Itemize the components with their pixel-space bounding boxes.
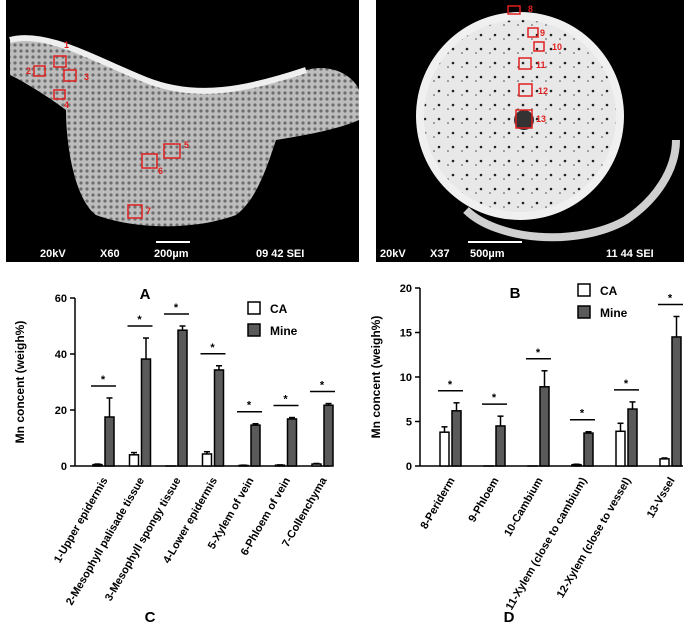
significance-star: *: [320, 380, 325, 392]
scale-bar: [468, 241, 522, 243]
significance-star: *: [174, 302, 179, 314]
bar: [323, 404, 334, 467]
roi-label: 13: [536, 114, 547, 124]
category-label: 10-Cambium: [502, 475, 546, 538]
y-tick-label: 0: [61, 461, 67, 473]
category-label: 13-Vssel: [645, 476, 678, 521]
periderm-curl: [463, 139, 680, 242]
significance-star: *: [536, 347, 541, 359]
sem-id: 11 44 SEI: [606, 248, 654, 260]
roi-label: 2: [26, 66, 32, 76]
roi-label: 11: [536, 60, 546, 70]
leaf-section-micrograph: [9, 35, 359, 227]
bar: [671, 336, 682, 467]
legend-label: Mine: [270, 324, 298, 338]
bar: [451, 410, 462, 467]
pith-center: [514, 110, 534, 130]
bar: [104, 416, 115, 467]
bar: [128, 454, 140, 467]
y-tick-label: 5: [406, 417, 412, 429]
y-tick-label: 15: [400, 328, 412, 340]
bar: [311, 463, 322, 467]
significance-star: *: [247, 400, 252, 412]
upper-epidermis-edge: [9, 35, 307, 94]
y-tick-label: 0: [406, 461, 412, 473]
panel-letter: A: [140, 286, 151, 303]
bar: [92, 463, 103, 467]
sem-voltage: 20kV: [40, 248, 66, 260]
category-label: 9-Phloem: [466, 475, 501, 524]
leaf-tissue-shape: [10, 38, 359, 227]
bar: [495, 425, 506, 467]
panel-letter: D: [504, 609, 515, 626]
sem-scale-label: 500µm: [470, 248, 505, 260]
category-label: 12-Xylem (close to vessel): [555, 475, 634, 600]
significance-star: *: [210, 342, 215, 354]
stem-section-micrograph: [416, 5, 680, 242]
significance-star: *: [580, 408, 585, 420]
y-axis-label: Mn concent (weigh%): [13, 321, 27, 444]
bar: [286, 418, 298, 467]
scale-bar: [156, 241, 190, 243]
sem-magnification: X60: [100, 248, 120, 260]
panel-letter: B: [510, 285, 521, 302]
legend-label: CA: [600, 284, 618, 298]
significance-star: *: [668, 292, 673, 304]
roi-label: 6: [158, 166, 164, 176]
roi-label: 5: [184, 140, 190, 150]
roi-label: 1: [64, 40, 70, 50]
legend-swatch: [247, 301, 261, 315]
roi-label: 8: [528, 4, 534, 14]
significance-star: *: [101, 374, 106, 386]
category-label: 8-Periderm: [418, 475, 457, 531]
roi-boxes: [33, 55, 181, 219]
legend-label: Mine: [600, 306, 628, 320]
bar: [439, 431, 450, 467]
chart-stem: 0 5 10 15 20 Mn concent (weigh%) B D CA Mine * 8-Pe…: [369, 283, 683, 626]
bar: [140, 358, 152, 467]
roi-label: 3: [84, 72, 90, 82]
category-label: 11-Xylem (close to cambium): [504, 475, 590, 612]
legend-swatch: [247, 323, 261, 337]
y-tick-label: 40: [55, 349, 67, 361]
roi-label: 7: [146, 206, 152, 216]
roi-label: 12: [538, 86, 549, 96]
y-tick-label: 20: [55, 405, 67, 417]
bar: [213, 369, 225, 467]
legend-swatch: [577, 283, 591, 297]
bar: [539, 386, 550, 467]
bar: [615, 430, 626, 467]
category-label: 3-Mesophyll spongy tissue: [103, 476, 184, 604]
sem-image-stem: 8 9 10 11 12 13 20kV X37 500µm 11 44 SEI: [376, 0, 684, 262]
bar: [627, 408, 638, 467]
sem-id: 09 42 SEI: [256, 248, 305, 260]
sem-magnification: X37: [430, 248, 450, 260]
sem-image-leaf: 1 2 3 4 5 6 7 20kV X60 200µm 09 42 SEI: [6, 0, 359, 262]
significance-star: *: [283, 394, 288, 406]
legend-swatch: [577, 305, 591, 319]
bar: [250, 424, 261, 467]
y-tick-label: 20: [400, 283, 412, 295]
bar: [201, 453, 213, 467]
significance-star: *: [448, 379, 453, 391]
y-axis-label: Mn concent (weigh%): [369, 316, 383, 439]
sem-voltage: 20kV: [380, 248, 406, 260]
y-tick-label: 60: [55, 293, 67, 305]
y-tick-label: 10: [400, 372, 412, 384]
bar: [583, 432, 594, 467]
significance-star: *: [492, 392, 497, 404]
roi-boxes: [507, 5, 545, 129]
legend-label: CA: [270, 302, 288, 316]
bar: [659, 458, 670, 467]
sem-scale-label: 200µm: [154, 248, 189, 260]
bar: [177, 329, 188, 467]
roi-label: 4: [64, 100, 70, 110]
roi-label: 10: [552, 42, 563, 52]
significance-star: *: [624, 378, 629, 390]
significance-star: *: [137, 314, 142, 326]
panel-letter: C: [145, 609, 156, 626]
roi-label: 9: [540, 28, 546, 38]
